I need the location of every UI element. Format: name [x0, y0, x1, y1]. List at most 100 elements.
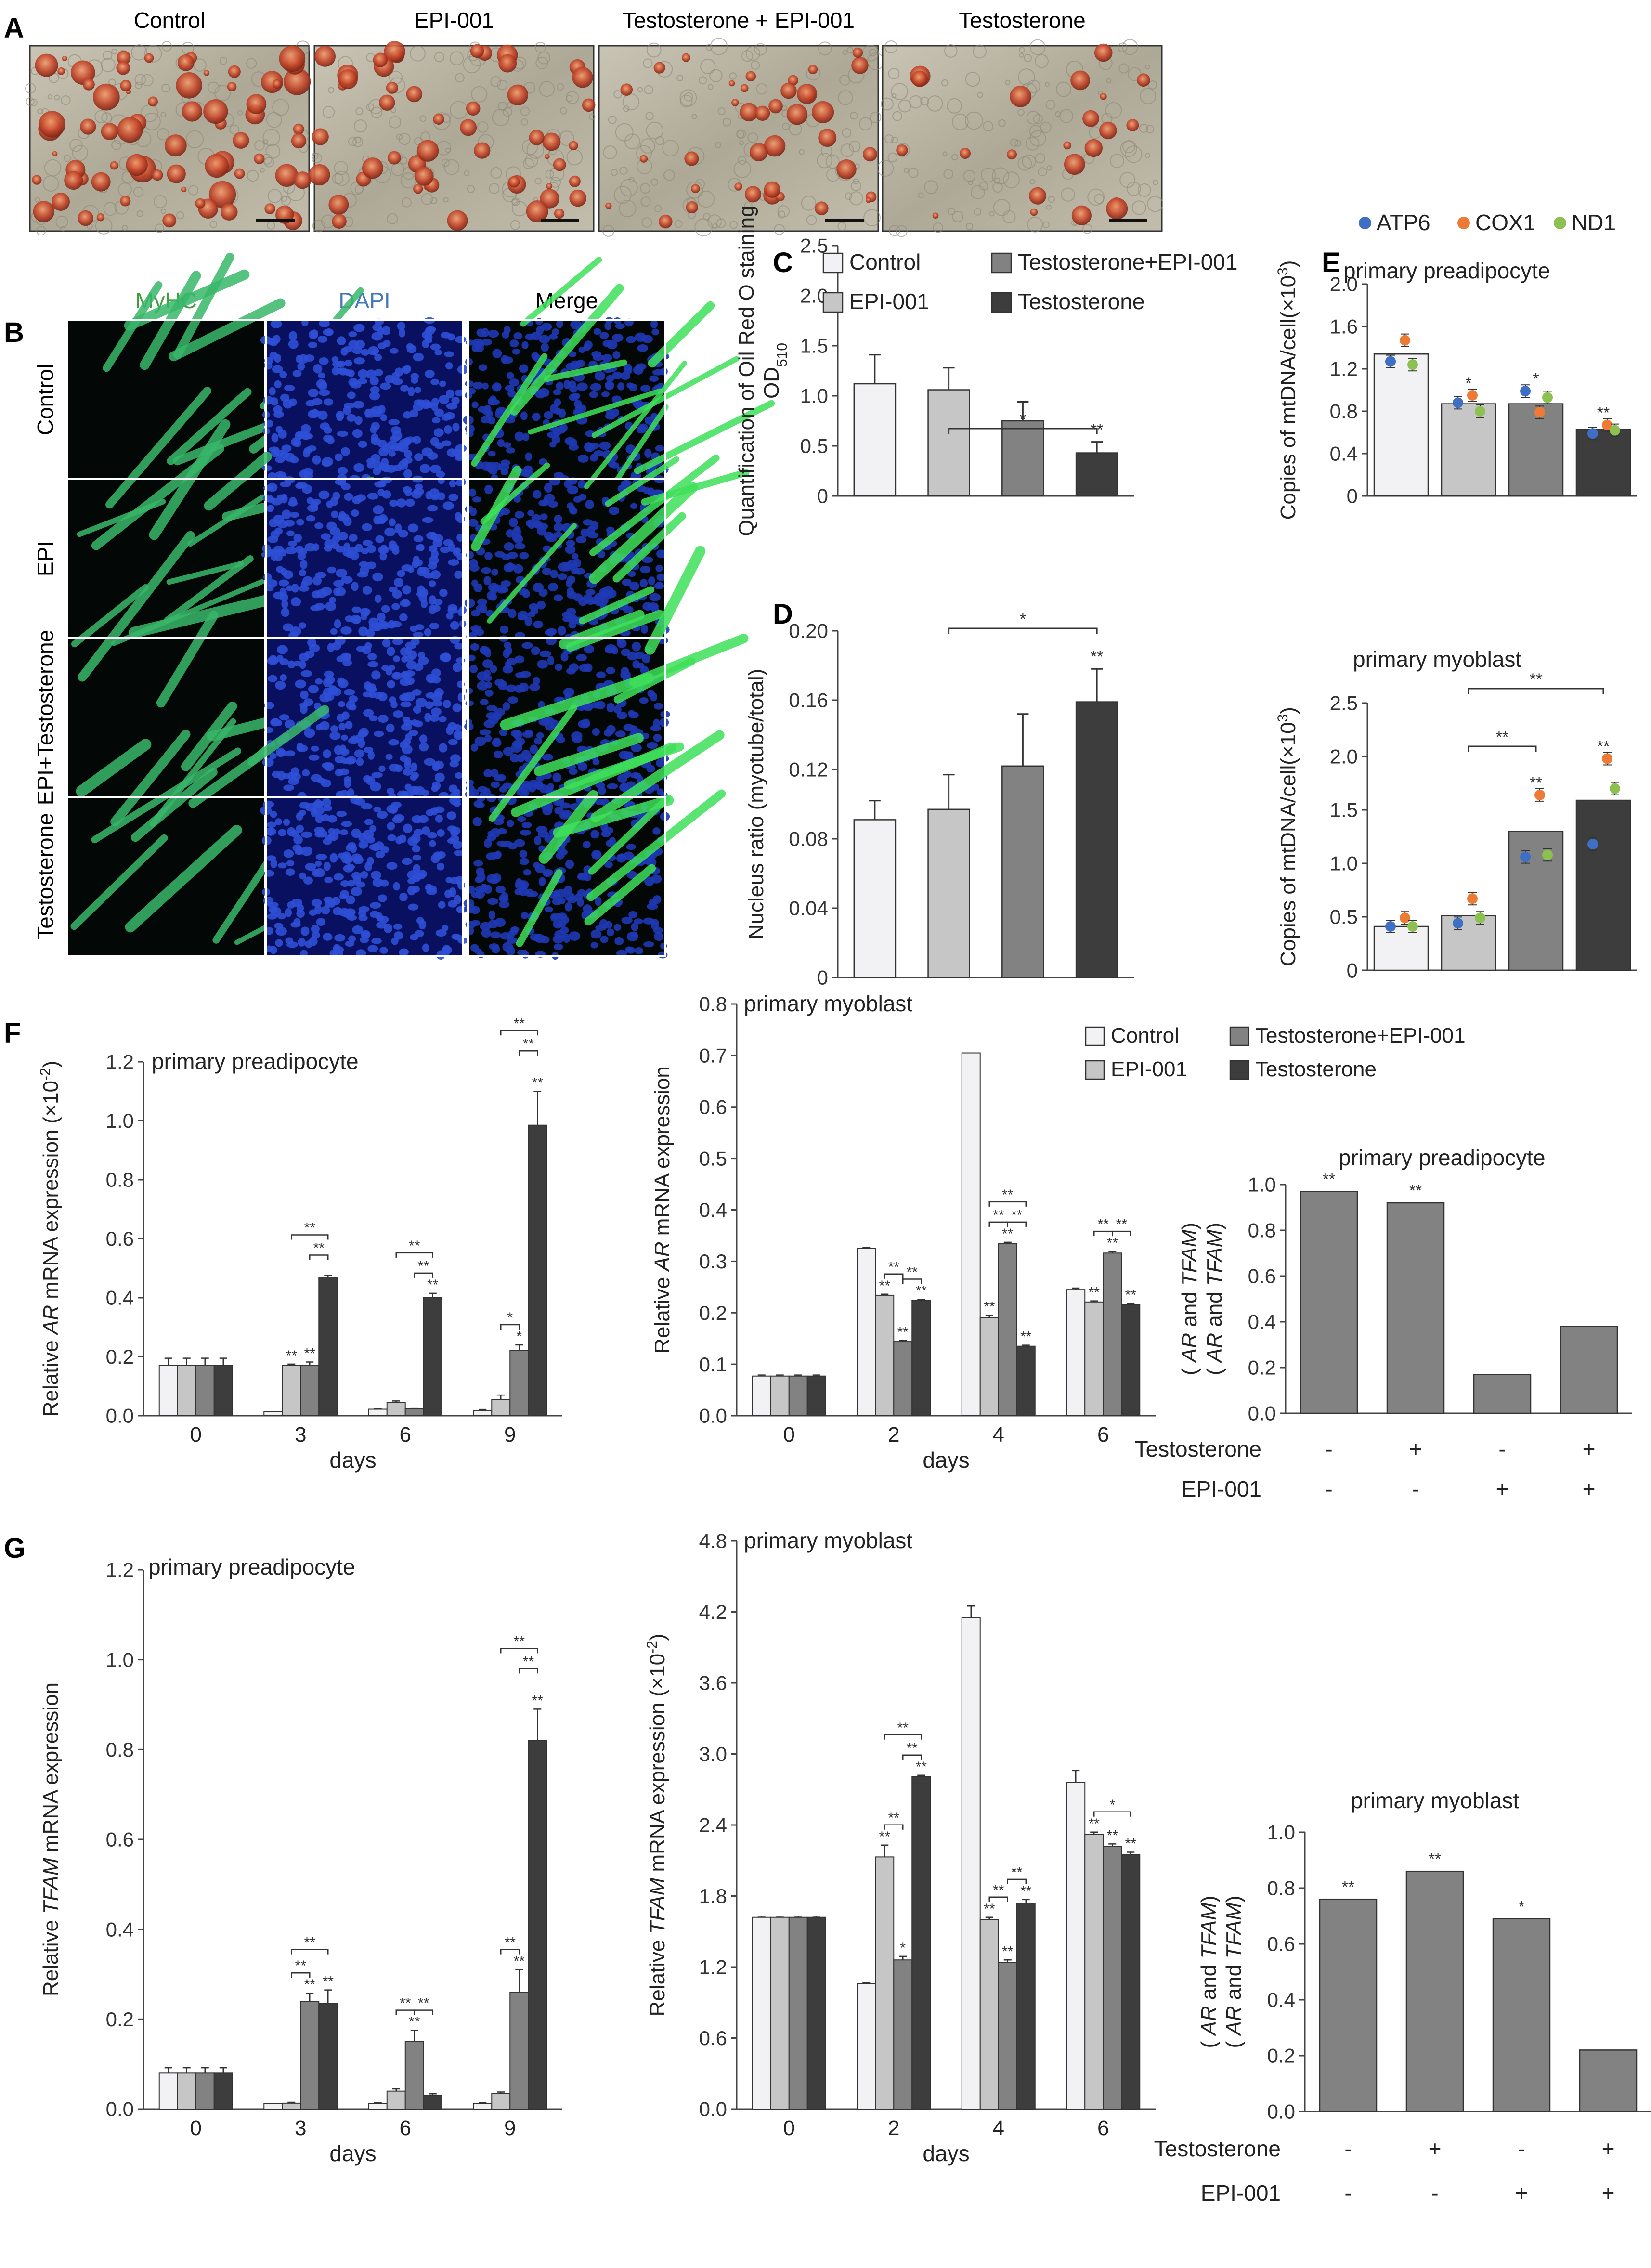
bar: [318, 2003, 338, 2110]
chart-title: primary preadipocyte: [1343, 258, 1550, 283]
data-point-atp6: [1385, 356, 1396, 367]
y-axis-label: Quantification of Oil Red O staining: [735, 205, 758, 536]
significance-bracket: *: [1093, 1797, 1131, 1817]
data-point-cox1: [1467, 893, 1478, 904]
significance-mark: **: [1002, 1226, 1014, 1242]
significance-bracket: **: [884, 1810, 904, 1830]
significance-mark: **: [1089, 1285, 1100, 1301]
y-tick-label: 0.0: [106, 1405, 134, 1427]
y-tick-label: 0.8: [106, 1738, 134, 1761]
bar: [752, 1916, 771, 2110]
bar: [318, 1277, 338, 1416]
bar: [195, 2072, 215, 2110]
y-axis-label: ( AR and TFAM): [1178, 1223, 1201, 1375]
h-tables: Testosterone - + - + EPI-001 - - + + Testosterone -…: [1135, 1436, 1615, 2205]
significance-bracket: **: [1468, 728, 1537, 752]
y-tick-label: 0.16: [789, 689, 828, 712]
bar: [979, 1919, 999, 2110]
y-tick-label: 4.8: [699, 1530, 727, 1552]
h-row-value: -: [1344, 2180, 1352, 2205]
bar: [998, 1243, 1017, 1417]
y-tick-label: 1.0: [800, 385, 828, 407]
svg-text:**: **: [514, 1016, 525, 1031]
bar: [1508, 831, 1564, 971]
y-tick-label: 0.4: [1267, 1989, 1295, 2011]
chart-E1: 0 0.4 0.8 1.2 1.6 2.0E primary preadipocyte Cop…: [1275, 247, 1637, 520]
data-point-nd1: [1475, 912, 1485, 924]
svg-text:**: **: [313, 1240, 325, 1256]
bar: [491, 2093, 511, 2110]
y-tick-label: 0.0: [1267, 2100, 1295, 2123]
chart-H1: 0.0 0.2 0.4 0.6 0.8 1.0 primary preadipocyte ( …: [1178, 1145, 1632, 1425]
legend-dot: [1457, 217, 1470, 229]
legend-swatch: [1229, 1060, 1249, 1080]
h-row-value: +: [1409, 1436, 1422, 1461]
h-row-value: -: [1344, 2136, 1352, 2161]
significance-mark: **: [879, 1829, 891, 1845]
legend-label: COX1: [1475, 210, 1535, 235]
svg-text:**: **: [523, 1036, 534, 1052]
svg-text:**: **: [1116, 1216, 1128, 1232]
significance-bracket: **: [884, 1720, 922, 1740]
significance-bracket: **: [1007, 1864, 1027, 1884]
significance-mark: **: [1107, 1235, 1118, 1251]
significance-mark: **: [1409, 1182, 1422, 1200]
x-tick-label: 2: [888, 2116, 899, 2140]
significance-mark: **: [1020, 1329, 1032, 1345]
significance-bracket: **: [395, 1238, 433, 1258]
fluorescence-image: [464, 546, 749, 801]
bar: [893, 1341, 913, 1417]
data-point-cox1: [1534, 789, 1545, 800]
panel-a: A Control EPI-001 Testosterone + EPI-001 Te…: [4, 8, 1163, 237]
y-tick-label: 1.2: [1330, 358, 1358, 380]
significance-mark: *: [516, 1329, 522, 1344]
significance-bracket: **: [988, 1207, 1008, 1227]
x-tick-label: 3: [295, 2116, 306, 2140]
data-point-atp6: [1453, 918, 1463, 929]
fluorescence-image: [260, 795, 468, 960]
bar: [195, 1365, 215, 1416]
x-tick-label: 0: [783, 2116, 795, 2140]
panel-letter: D: [773, 599, 793, 630]
legend-swatch: [991, 252, 1012, 274]
svg-text:**: **: [888, 1259, 900, 1275]
legend-swatch: [1229, 1026, 1249, 1046]
panel-b-row-label: Control: [33, 364, 58, 435]
chart-H2: 0.0 0.2 0.4 0.6 0.8 1.0 primary myoblast ( AR a…: [1197, 1788, 1651, 2123]
h-row-value: -: [1518, 2136, 1525, 2161]
h-row-value: -: [1325, 1436, 1332, 1461]
y-tick-label: 0.2: [106, 2008, 134, 2031]
data-point-cox1: [1602, 419, 1612, 430]
y-tick-label: 0: [1347, 485, 1358, 508]
svg-text:**: **: [888, 1810, 900, 1826]
h-row-value: -: [1498, 1436, 1506, 1461]
legend-genes: ATP6 COX1 ND1: [1359, 210, 1616, 235]
svg-text:**: **: [505, 1935, 516, 1951]
y-tick-label: 0.4: [1330, 443, 1358, 465]
y-tick-label: 0.6: [1248, 1265, 1276, 1288]
chart-title: primary myoblast: [1351, 1788, 1519, 1813]
significance-bracket: **: [884, 1259, 904, 1279]
x-axis-label: days: [923, 2141, 969, 2166]
bar: [893, 1959, 913, 2110]
svg-text:**: **: [1098, 1216, 1109, 1232]
y-axis-label-2: ( AR and TFAM): [1222, 1895, 1246, 2048]
bar: [282, 1365, 301, 1416]
y-tick-label: 0: [817, 485, 828, 508]
bar: [857, 1248, 876, 1416]
h-row-label: EPI-001: [1182, 1476, 1261, 1501]
charts: 0 0.5 1.0 1.5 2.0 2.5 C Quantification of Oil R…: [4, 205, 1651, 2166]
bar: [1441, 915, 1496, 971]
bar: [528, 1740, 547, 2110]
bar: [158, 1365, 178, 1416]
bar: [423, 2095, 442, 2110]
significance-mark: **: [984, 1901, 995, 1917]
significance-mark: **: [427, 1277, 439, 1293]
y-tick-label: 0.5: [800, 435, 828, 457]
significance-bracket: **: [291, 1220, 329, 1240]
bar: [1373, 925, 1429, 971]
y-axis-label: Nucleus ratio (myotube/total): [744, 669, 768, 939]
h-row-value: -: [1325, 1476, 1332, 1501]
